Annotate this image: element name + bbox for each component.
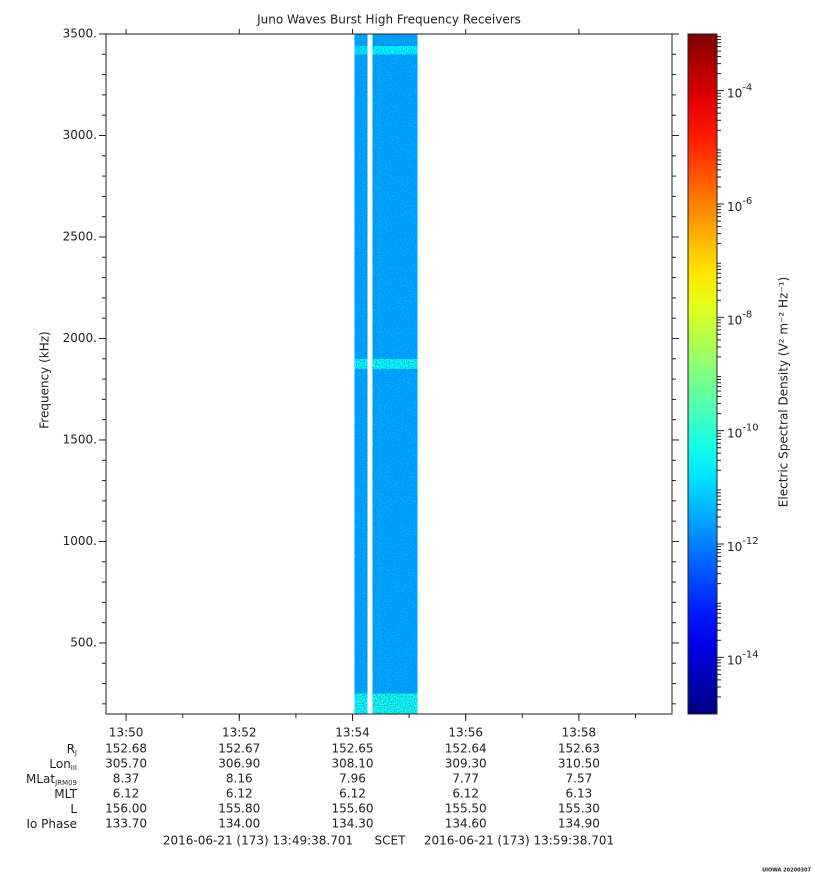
- colorbar-tick-label: 10-6: [727, 196, 752, 214]
- ephemeris-value: 155.60: [331, 802, 373, 816]
- y-tick-label: 500.: [70, 635, 97, 649]
- ephemeris-label: LonIII: [49, 757, 77, 773]
- ephemeris-value: 134.60: [445, 817, 487, 831]
- x-tick-label: 13:56: [448, 726, 483, 740]
- noise-texture: [354, 34, 418, 714]
- ephemeris-value: 155.50: [445, 802, 487, 816]
- ephemeris-label: Io Phase: [26, 817, 77, 831]
- ephemeris-value: 6.12: [339, 787, 366, 801]
- y-tick-label: 2000.: [63, 331, 97, 345]
- ephemeris-value: 310.50: [558, 757, 600, 771]
- x-tick-label: 13:50: [109, 726, 144, 740]
- colorbar: [687, 33, 718, 715]
- ephemeris-value: 152.67: [218, 742, 260, 756]
- colorbar-tick-base: 10: [727, 653, 742, 667]
- ephemeris-label-text: Io Phase: [26, 817, 77, 831]
- credit: UIOWA 20200307: [762, 868, 811, 874]
- y-tick-label: 1500.: [63, 432, 97, 446]
- ephemeris-value: 134.00: [218, 817, 260, 831]
- ephemeris-label-sub: III: [71, 764, 77, 772]
- ephemeris-value: 7.57: [566, 772, 593, 786]
- chart-title: Juno Waves Burst High Frequency Receiver…: [256, 13, 521, 27]
- colorbar-tick-exponent: -12: [742, 536, 758, 547]
- ephemeris-value: 6.13: [566, 787, 593, 801]
- ephemeris-value: 152.63: [558, 742, 600, 756]
- ephemeris-label-text: L: [70, 802, 77, 816]
- colorbar-tick-base: 10: [727, 200, 742, 214]
- footer-end: 2016-06-21 (173) 13:59:38.701: [424, 834, 614, 848]
- x-tick-label: 13:58: [562, 726, 597, 740]
- colorbar-tick-base: 10: [727, 426, 742, 440]
- colorbar-tick-label: 10-4: [727, 83, 752, 101]
- ephemeris-value: 152.64: [445, 742, 487, 756]
- colorbar-tick-base: 10: [727, 86, 742, 100]
- y-tick-label: 1000.: [63, 534, 97, 548]
- ephemeris-value: 6.12: [226, 787, 253, 801]
- ephemeris-value: 6.12: [113, 787, 140, 801]
- ephemeris-label-sub: JRM09: [54, 779, 77, 787]
- colorbar-tick-base: 10: [727, 540, 742, 554]
- colorbar-tick-exponent: -4: [742, 83, 752, 94]
- ephemeris-value: 134.30: [331, 817, 373, 831]
- y-axis-label: Frequency (kHz): [38, 331, 52, 428]
- ephemeris-label: L: [70, 802, 77, 816]
- colorbar-tick-base: 10: [727, 313, 742, 327]
- ephemeris-label-text: Lon: [49, 757, 70, 771]
- colorbar-label: Electric Spectral Density (V² m⁻² Hz⁻¹): [777, 277, 791, 507]
- ephemeris-value: 133.70: [105, 817, 147, 831]
- footer-scale: SCET: [375, 834, 407, 848]
- x-tick-label: 13:54: [335, 726, 370, 740]
- ephemeris-value: 155.30: [558, 802, 600, 816]
- ephemeris-value: 305.70: [105, 757, 147, 771]
- colorbar-tick-label: 10-12: [727, 536, 759, 554]
- ephemeris-value: 152.65: [331, 742, 373, 756]
- ephemeris-value: 8.16: [226, 772, 253, 786]
- colorbar-tick-label: 10-14: [727, 649, 759, 667]
- ephemeris-label-sub: J: [74, 749, 77, 757]
- ephemeris-value: 306.90: [218, 757, 260, 771]
- colorbar-tick-exponent: -10: [742, 423, 758, 434]
- ephemeris-label: RJ: [67, 742, 77, 758]
- colorbar-tick-exponent: -14: [742, 649, 758, 660]
- ephemeris-value: 309.30: [445, 757, 487, 771]
- ephemeris-label-text: MLT: [54, 787, 77, 801]
- colorbar-tick-label: 10-10: [727, 423, 759, 441]
- ephemeris-value: 7.77: [452, 772, 479, 786]
- ephemeris-value: 134.90: [558, 817, 600, 831]
- colorbar-tick-label: 10-8: [727, 309, 752, 327]
- ephemeris-value: 152.68: [105, 742, 147, 756]
- x-tick-label: 13:52: [222, 726, 257, 740]
- y-tick-label: 3000.: [63, 128, 97, 142]
- ephemeris-label-text: R: [67, 742, 75, 756]
- ephemeris-label: MLT: [54, 787, 77, 801]
- ephemeris-value: 156.00: [105, 802, 147, 816]
- ephemeris-value: 7.96: [339, 772, 366, 786]
- ephemeris-value: 8.37: [113, 772, 140, 786]
- ephemeris-value: 155.80: [218, 802, 260, 816]
- colorbar-tick-exponent: -6: [742, 196, 752, 207]
- colorbar-tick-exponent: -8: [742, 309, 752, 320]
- y-tick-label: 2500.: [63, 229, 97, 243]
- ephemeris-label: MLatJRM09: [26, 772, 77, 788]
- ephemeris-label-text: MLat: [26, 772, 55, 786]
- footer-start: 2016-06-21 (173) 13:49:38.701: [163, 834, 353, 848]
- y-tick-label: 3500.: [63, 27, 97, 41]
- ephemeris-value: 308.10: [331, 757, 373, 771]
- plot-frame: [105, 33, 673, 715]
- ephemeris-value: 6.12: [452, 787, 479, 801]
